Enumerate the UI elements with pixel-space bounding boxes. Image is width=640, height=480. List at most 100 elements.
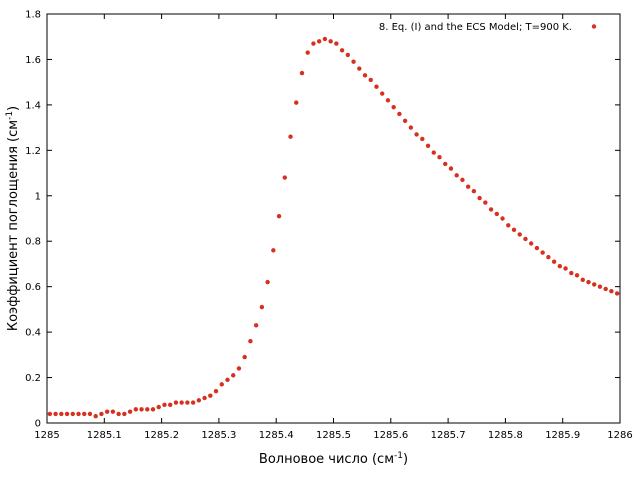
- data-point: [213, 388, 219, 394]
- data-point: [116, 411, 121, 417]
- legend-label: 8. Eq. (I) and the ECS Model; T=900 K.: [379, 22, 572, 33]
- y-axis: 0 0.2 0.4 0.6 0.8 1 1.2 1.4 1.6 1.8: [25, 10, 620, 430]
- data-point: [425, 143, 431, 148]
- data-point: [311, 41, 316, 46]
- data-point: [614, 291, 620, 296]
- data-point: [534, 245, 540, 251]
- data-point: [242, 354, 247, 360]
- data-point: [345, 52, 351, 58]
- data-point: [190, 400, 196, 405]
- data-point: [477, 195, 482, 201]
- data-point: [592, 282, 597, 287]
- data-point: [47, 411, 53, 417]
- data-point: [104, 409, 110, 414]
- data-point: [196, 398, 202, 403]
- data-point: [471, 189, 477, 194]
- data-point: [454, 173, 459, 178]
- data-point: [385, 98, 391, 103]
- data-point: [231, 373, 236, 378]
- x-tick-label: 1285.9: [545, 430, 580, 441]
- data-point: [500, 216, 505, 221]
- data-point: [517, 232, 522, 237]
- data-point: [374, 84, 379, 89]
- data-point: [546, 254, 551, 260]
- y-tick-label: 1.4: [25, 100, 41, 111]
- data-point: [282, 175, 287, 180]
- y-tick-label: 1: [35, 191, 41, 202]
- data-point: [362, 73, 368, 78]
- x-axis: 1285 1285.1 1285.2 1285.3 1285.4 1285.5 1285.6…: [34, 14, 633, 441]
- data-point: [557, 264, 563, 269]
- y-tick-label: 0.6: [25, 282, 41, 293]
- data-point: [219, 382, 224, 387]
- y-tick-label: 0.8: [25, 237, 41, 248]
- data-point: [569, 270, 574, 276]
- data-point: [202, 395, 207, 401]
- x-tick-label: 1285.2: [144, 430, 179, 441]
- data-point: [271, 248, 276, 253]
- data-point: [259, 304, 265, 310]
- x-tick-label: 1285.1: [87, 430, 122, 441]
- x-tick-label: 1285.8: [488, 430, 523, 441]
- data-point: [414, 132, 419, 137]
- data-point: [380, 91, 385, 96]
- y-tick-label: 0: [35, 419, 41, 430]
- data-point: [465, 184, 471, 189]
- data-point: [276, 214, 282, 219]
- data-point: [437, 154, 442, 160]
- data-point: [53, 411, 58, 417]
- y-tick-label: 0.4: [25, 328, 41, 339]
- data-point: [93, 413, 98, 419]
- data-point: [488, 207, 494, 212]
- data-point: [563, 266, 568, 271]
- data-point: [167, 402, 173, 408]
- data-point: [402, 118, 408, 123]
- data-point: [70, 411, 75, 417]
- data-point: [139, 407, 144, 412]
- data-point: [528, 241, 534, 246]
- x-axis-title: Волновое число (см-1): [259, 451, 408, 467]
- data-point: [59, 411, 64, 417]
- data-point: [265, 279, 270, 285]
- x-tick-label: 1285.5: [316, 430, 351, 441]
- data-point: [173, 400, 179, 405]
- axis-frame: [46, 13, 621, 424]
- data-point: [431, 150, 436, 155]
- data-point: [351, 59, 356, 64]
- data-point: [391, 104, 396, 110]
- data-point: [82, 411, 87, 417]
- data-point: [506, 223, 511, 228]
- data-point: [316, 39, 322, 44]
- data-point: [110, 409, 116, 414]
- data-point: [248, 339, 253, 344]
- data-point: [443, 161, 448, 167]
- data-point: [511, 227, 517, 233]
- data-point: [185, 400, 190, 405]
- data-point: [586, 279, 591, 285]
- data-point: [460, 177, 465, 183]
- data-point: [122, 411, 127, 417]
- data-point: [288, 134, 293, 139]
- data-point: [156, 404, 161, 410]
- data-point: [150, 407, 156, 412]
- legend-marker: [591, 24, 597, 29]
- data-point: [603, 286, 608, 292]
- data-point: [397, 111, 402, 117]
- x-tick-label: 1285: [34, 430, 59, 441]
- data-point: [162, 402, 167, 408]
- data-point: [420, 136, 425, 142]
- plot-area: 1285 1285.1 1285.2 1285.3 1285.4 1285.5 1285.6…: [25, 10, 633, 442]
- data-point: [339, 48, 345, 53]
- data-point: [225, 377, 230, 383]
- y-tick-label: 0.2: [25, 373, 41, 384]
- data-point: [609, 289, 614, 294]
- x-tick-label: 1285.6: [373, 430, 408, 441]
- data-point: [597, 284, 603, 289]
- data-point: [408, 125, 414, 130]
- data-point: [87, 411, 93, 417]
- y-tick-label: 1.2: [25, 146, 41, 157]
- x-tick-label: 1285.4: [259, 430, 294, 441]
- data-point: [574, 273, 580, 278]
- data-point: [294, 100, 299, 105]
